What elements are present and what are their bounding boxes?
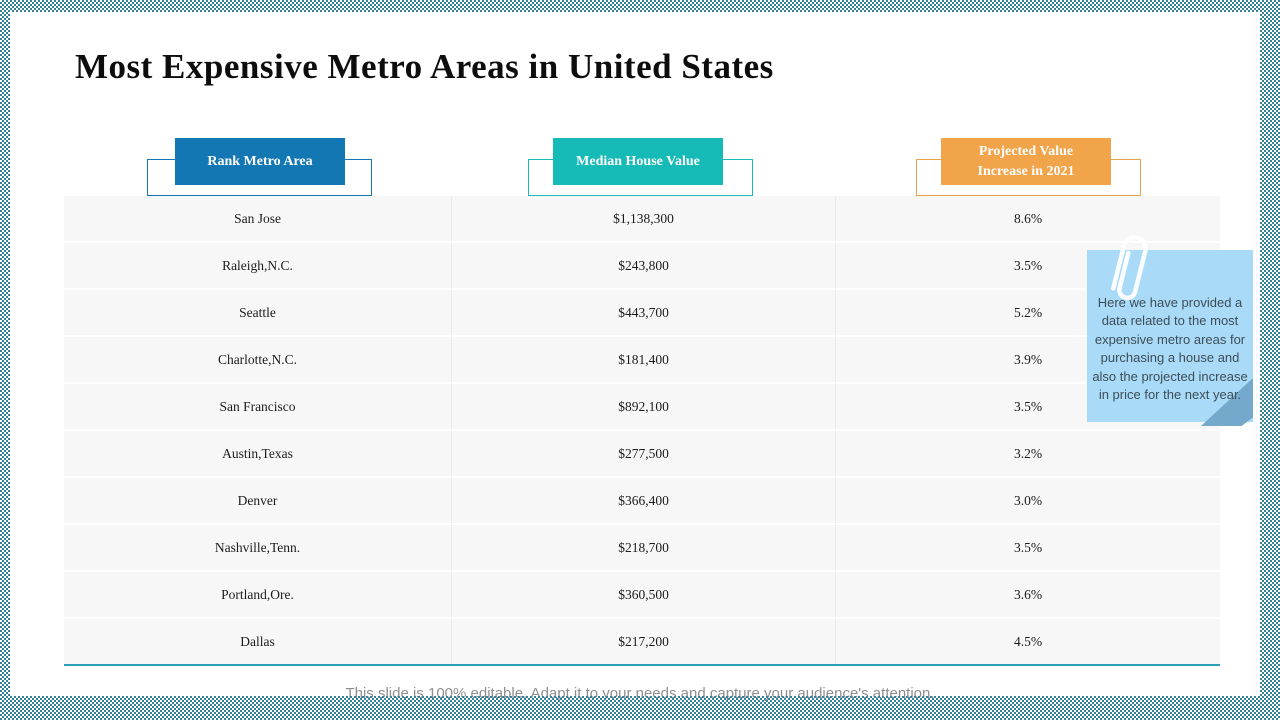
increase-cell: 3.9% [835,337,1220,382]
increase-cell: 3.5% [835,525,1220,570]
value-cell: $277,500 [451,431,835,476]
page-title: Most Expensive Metro Areas in United Sta… [75,47,774,87]
value-cell: $181,400 [451,337,835,382]
value-cell: $1,138,300 [451,196,835,241]
metro-cell: Austin,Texas [222,445,293,461]
table-row: Nashville,Tenn. $218,700 3.5% [64,525,1220,570]
value-cell: $443,700 [451,290,835,335]
metro-cell: Charlotte,N.C. [217,351,298,367]
increase-cell: 3.6% [835,572,1220,617]
value-cell: $217,200 [451,619,835,664]
metro-cell: San Jose [234,210,281,226]
value-cell: $243,800 [451,243,835,288]
note-text: Here we have provided a data related to … [1092,295,1248,403]
table-row: Portland,Ore. $360,500 3.6% [64,572,1220,617]
table-row: Dallas $217,200 4.5% [64,619,1220,664]
increase-cell: 3.5% [835,384,1220,429]
slide-border-top [0,0,1280,12]
value-cell: $218,700 [451,525,835,570]
increase-cell: 3.5% [835,243,1220,288]
table-row: Seattle $443,700 5.2% [64,290,1220,335]
header-projected-value-2021: Projected Value Increase in 2021 [941,138,1111,185]
table-row: San Jose $1,138,300 8.6% [64,196,1220,241]
value-cell: $892,100 [451,384,835,429]
metro-cell: Dallas [240,633,275,649]
table-row: Denver $366,400 3.0% [64,478,1220,523]
increase-cell: 3.0% [835,478,1220,523]
value-cell: $366,400 [451,478,835,523]
metro-cell: San Francisco [219,398,296,414]
sticky-note: Here we have provided a data related to … [1087,235,1253,426]
increase-cell: 5.2% [835,290,1220,335]
slide-border-bottom [0,696,1280,720]
metro-table: San Jose $1,138,300 8.6% Raleigh,N.C. $2… [64,196,1220,666]
table-row: Charlotte,N.C. $181,400 3.9% [64,337,1220,382]
increase-cell: 3.2% [835,431,1220,476]
metro-cell: Denver [237,492,278,508]
slide-border-right [1260,0,1280,720]
table-row: Austin,Texas $277,500 3.2% [64,431,1220,476]
increase-cell: 4.5% [835,619,1220,664]
paperclip-icon [1111,235,1148,301]
increase-cell: 8.6% [835,196,1220,241]
metro-cell: Nashville,Tenn. [214,539,301,555]
table-row: Raleigh,N.C. $243,800 3.5% [64,243,1220,288]
header-rank-metro-area: Rank Metro Area [175,138,345,185]
metro-cell: Portland,Ore. [221,586,294,602]
slide-border-left [0,0,10,720]
header-median-house-value: Median House Value [553,138,723,185]
metro-cell: Raleigh,N.C. [222,257,293,273]
value-cell: $360,500 [451,572,835,617]
metro-cell: Seattle [239,304,276,320]
table-row: San Francisco $892,100 3.5% [64,384,1220,429]
